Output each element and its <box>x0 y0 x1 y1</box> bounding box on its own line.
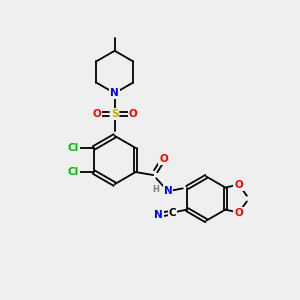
Text: N: N <box>110 88 119 98</box>
Text: O: O <box>234 208 243 218</box>
Text: O: O <box>92 110 101 119</box>
Text: O: O <box>128 110 137 119</box>
Text: N: N <box>154 210 163 220</box>
Text: H: H <box>152 185 159 194</box>
Text: Cl: Cl <box>68 167 79 177</box>
Text: Cl: Cl <box>68 143 79 153</box>
Text: N: N <box>164 186 172 196</box>
Text: O: O <box>234 180 243 190</box>
Text: S: S <box>111 110 118 119</box>
Text: C: C <box>169 208 176 218</box>
Text: O: O <box>159 154 168 164</box>
